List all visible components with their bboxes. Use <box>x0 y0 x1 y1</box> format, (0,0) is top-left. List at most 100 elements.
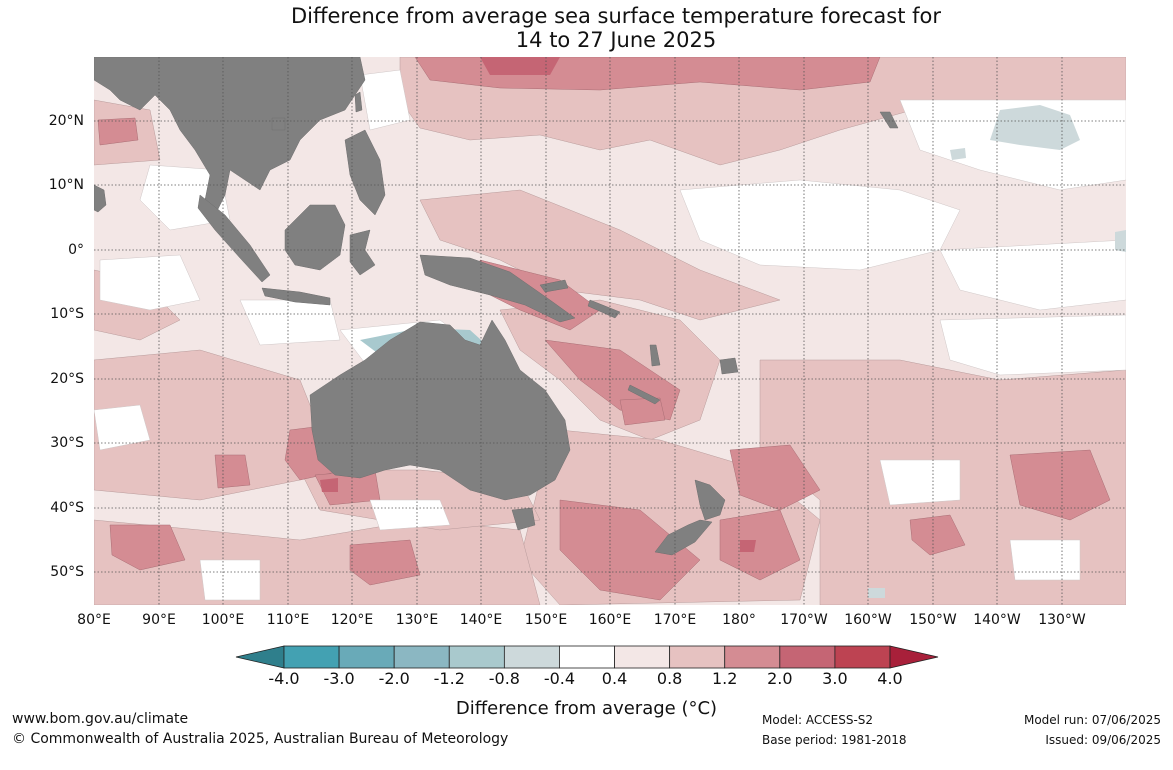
western-pacific-warm <box>419 189 781 321</box>
lat-label-30s: 30°S <box>50 435 84 451</box>
colorbar-extend-high <box>889 645 939 669</box>
taiwan <box>354 91 363 113</box>
east-pacific-white-2 <box>939 314 1126 376</box>
south-white-1 <box>369 499 451 531</box>
philippine-sea-white <box>359 69 411 131</box>
new-britain <box>539 279 569 293</box>
colorbar-tick-label: -1.2 <box>433 669 465 688</box>
colorbar-tick-label: 0.8 <box>656 669 683 688</box>
lon-label-150w: 150°W <box>909 612 957 628</box>
java <box>261 287 331 306</box>
nz-north-island <box>694 479 726 521</box>
lon-label-140e: 140°E <box>459 612 503 628</box>
nw-pacific-strong <box>97 117 139 146</box>
strong-patch-2 <box>320 478 338 492</box>
colorbar-segment <box>724 645 781 669</box>
vanuatu <box>649 344 661 367</box>
colorbar-extend-low <box>235 645 285 669</box>
lon-label-80e: 80°E <box>77 612 111 628</box>
colorbar-tick-label: -2.0 <box>378 669 410 688</box>
hawaii-cool-2 <box>950 148 966 160</box>
lat-label-20s: 20°S <box>50 371 84 387</box>
east-pacific-cool <box>1115 230 1126 252</box>
colorbar-tick-label: -4.0 <box>268 669 300 688</box>
lon-label-170e: 170°E <box>653 612 697 628</box>
colorbar-segment <box>503 645 560 669</box>
lon-label-90e: 90°E <box>142 612 176 628</box>
lat-label-0: 0° <box>68 242 84 258</box>
far-south-cool <box>868 588 885 598</box>
india-tip <box>94 184 107 213</box>
lon-label-110e: 110°E <box>266 612 310 628</box>
east-pacific-white-1 <box>939 239 1126 311</box>
lat-label-10n: 10°N <box>48 177 84 193</box>
new-guinea <box>419 254 576 323</box>
colorbar-segment <box>338 645 395 669</box>
tasmania <box>511 507 536 531</box>
philippines <box>344 129 386 216</box>
nz-south-island <box>654 519 713 556</box>
map-title: Difference from average sea surface temp… <box>0 4 1173 52</box>
colorbar-tick-label: 3.0 <box>822 669 848 688</box>
colorbar-segment <box>614 645 671 669</box>
colorbar-segment <box>283 645 340 669</box>
south-pacific-strong-3 <box>909 514 966 556</box>
sulawesi <box>349 229 376 276</box>
lat-label-10s: 10°S <box>50 306 84 322</box>
lon-label-170w: 170°W <box>780 612 828 628</box>
colorbar-segment <box>448 645 505 669</box>
issued-date: Issued: 09/06/2025 <box>1045 733 1161 747</box>
lon-label-130w: 130°W <box>1038 612 1086 628</box>
colorbar-tick-label: -0.4 <box>543 669 576 688</box>
hainan <box>271 117 286 131</box>
south-pacific-strong-1 <box>729 444 821 511</box>
colorbar-title: Difference from average (°C) <box>455 698 718 719</box>
strong-patch-3 <box>740 540 756 552</box>
lon-label-150e: 150°E <box>524 612 568 628</box>
south-pacific-strong-2 <box>1009 449 1111 521</box>
lon-label-130e: 130°E <box>395 612 439 628</box>
south-white-3 <box>1009 539 1081 581</box>
asia-mainland <box>94 57 366 216</box>
west-indian-strong <box>214 454 251 489</box>
hawaii <box>879 111 899 129</box>
colorbar-tick-label: -3.0 <box>323 669 355 688</box>
indian-white-3 <box>94 404 151 451</box>
model-name: Model: ACCESS-S2 <box>762 713 874 727</box>
colorbar-segment <box>834 645 891 669</box>
title-line-1: Difference from average sea surface temp… <box>291 4 941 28</box>
colorbar-segment <box>669 645 726 669</box>
cool-anomaly-regions <box>868 105 1126 598</box>
indian-strong-1 <box>109 524 186 571</box>
colorbar-segment <box>393 645 450 669</box>
lon-label-160w: 160°W <box>844 612 892 628</box>
indian-white-1 <box>99 254 201 311</box>
lon-label-100e: 100°E <box>201 612 245 628</box>
model-run-date: Model run: 07/06/2025 <box>1023 713 1161 727</box>
land-masses <box>94 57 899 556</box>
nz-east-strong <box>719 509 801 581</box>
south-white-4 <box>199 559 261 601</box>
lon-label-160e: 160°E <box>588 612 632 628</box>
hawaii-cool <box>990 105 1080 150</box>
colorbar-tick-label: 4.0 <box>877 669 903 688</box>
colorbar-segment <box>559 645 615 669</box>
solomon-islands <box>587 299 621 319</box>
colorbar-tick-label: 1.2 <box>711 669 738 688</box>
tasman-strong <box>559 499 701 601</box>
fiji <box>719 357 739 375</box>
lon-label-120e: 120°E <box>330 612 374 628</box>
borneo <box>284 204 346 271</box>
website-link[interactable]: www.bom.gov.au/climate <box>12 711 189 727</box>
new-caledonia <box>627 384 661 405</box>
indian-strong-2 <box>349 539 421 586</box>
copyright-notice: © Commonwealth of Australia 2025, Austra… <box>12 731 509 747</box>
colorbar-segment <box>779 645 836 669</box>
lat-label-20n: 20°N <box>48 113 84 129</box>
lat-label-40s: 40°S <box>50 500 84 516</box>
base-period: Base period: 1981-2018 <box>762 733 907 747</box>
title-line-2: 14 to 27 June 2025 <box>515 28 717 52</box>
anomaly-2.0-3.0-regions <box>320 57 756 552</box>
